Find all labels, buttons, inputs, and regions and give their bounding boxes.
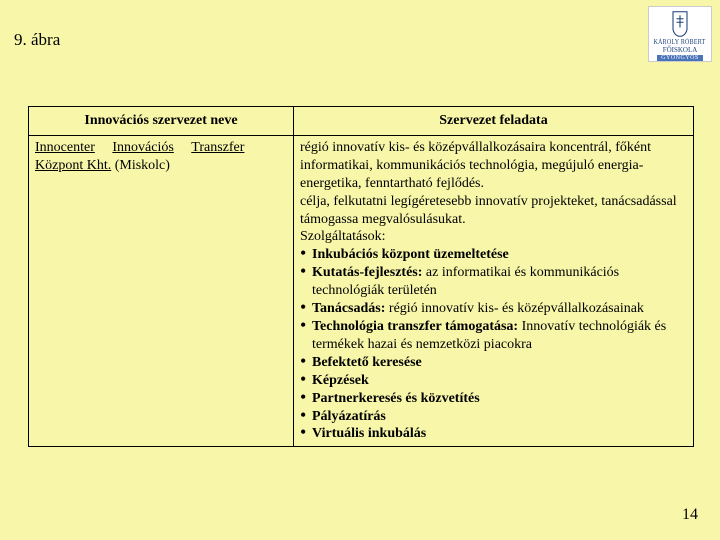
bullet-6-lead: Képzések: [312, 373, 369, 388]
bullet-dot: •: [300, 300, 312, 314]
bullet-dot: •: [300, 264, 312, 278]
institution-logo: KÁROLY RÓBERT FŐISKOLA GYÖNGYÖS: [648, 6, 712, 62]
bullet-7-lead: Partnerkeresés és közvetítés: [312, 391, 480, 406]
org-part1: Innocenter: [35, 140, 95, 155]
logo-line2: FŐISKOLA: [663, 46, 698, 54]
desc-p1: régió innovatív kis- és középvállalkozás…: [300, 139, 687, 193]
desc-p3: Szolgáltatások:: [300, 228, 687, 246]
bullet-4: • Technológia transzfer támogatása: Inno…: [300, 318, 687, 354]
bullet-3-lead: Tanácsadás:: [312, 301, 385, 316]
crest-icon: [669, 10, 691, 38]
table-header-right: Szervezet feladata: [294, 107, 694, 136]
bullet-dot: •: [300, 372, 312, 386]
bullet-6: • Képzések: [300, 372, 687, 390]
slide-title: 9. ábra: [14, 30, 60, 50]
bullet-5: • Befektető keresése: [300, 354, 687, 372]
table-row: Innocenter Innovációs Transzfer Központ …: [29, 135, 694, 446]
bullet-8: • Pályázatírás: [300, 408, 687, 426]
org-part4: Központ Kht.: [35, 158, 111, 173]
bullet-9-lead: Virtuális inkubálás: [312, 426, 426, 441]
bullet-7: • Partnerkeresés és közvetítés: [300, 390, 687, 408]
bullet-2: • Kutatás-fejlesztés: az informatikai és…: [300, 264, 687, 300]
bullet-dot: •: [300, 425, 312, 439]
table-header-left: Innovációs szervezet neve: [29, 107, 294, 136]
bullet-3: • Tanácsadás: régió innovatív kis- és kö…: [300, 300, 687, 318]
bullet-dot: •: [300, 246, 312, 260]
bullet-1-lead: Inkubációs központ üzemeltetése: [312, 247, 509, 262]
bullet-dot: •: [300, 390, 312, 404]
bullet-3-rest: régió innovatív kis- és középvállalkozás…: [385, 301, 644, 316]
bullet-1: • Inkubációs központ üzemeltetése: [300, 246, 687, 264]
bullet-9: • Virtuális inkubálás: [300, 425, 687, 443]
org-part5: (Miskolc): [115, 158, 170, 173]
bullet-2-lead: Kutatás-fejlesztés:: [312, 265, 422, 280]
org-table: Innovációs szervezet neve Szervezet fela…: [28, 106, 694, 447]
org-name-cell: Innocenter Innovációs Transzfer Központ …: [29, 135, 294, 446]
org-desc-cell: régió innovatív kis- és középvállalkozás…: [294, 135, 694, 446]
org-part2: Innovációs: [112, 140, 173, 155]
bullet-5-lead: Befektető keresése: [312, 355, 422, 370]
bullet-dot: •: [300, 408, 312, 422]
bullet-dot: •: [300, 318, 312, 332]
bullet-4-lead: Technológia transzfer támogatása:: [312, 319, 518, 334]
logo-line3: GYÖNGYÖS: [657, 55, 703, 61]
page-number: 14: [682, 506, 698, 524]
bullet-dot: •: [300, 354, 312, 368]
org-part3: Transzfer: [191, 140, 244, 155]
bullet-8-lead: Pályázatírás: [312, 409, 386, 424]
logo-line1: KÁROLY RÓBERT: [654, 38, 706, 46]
desc-p2: célja, felkutatni legígéretesebb innovat…: [300, 193, 687, 229]
